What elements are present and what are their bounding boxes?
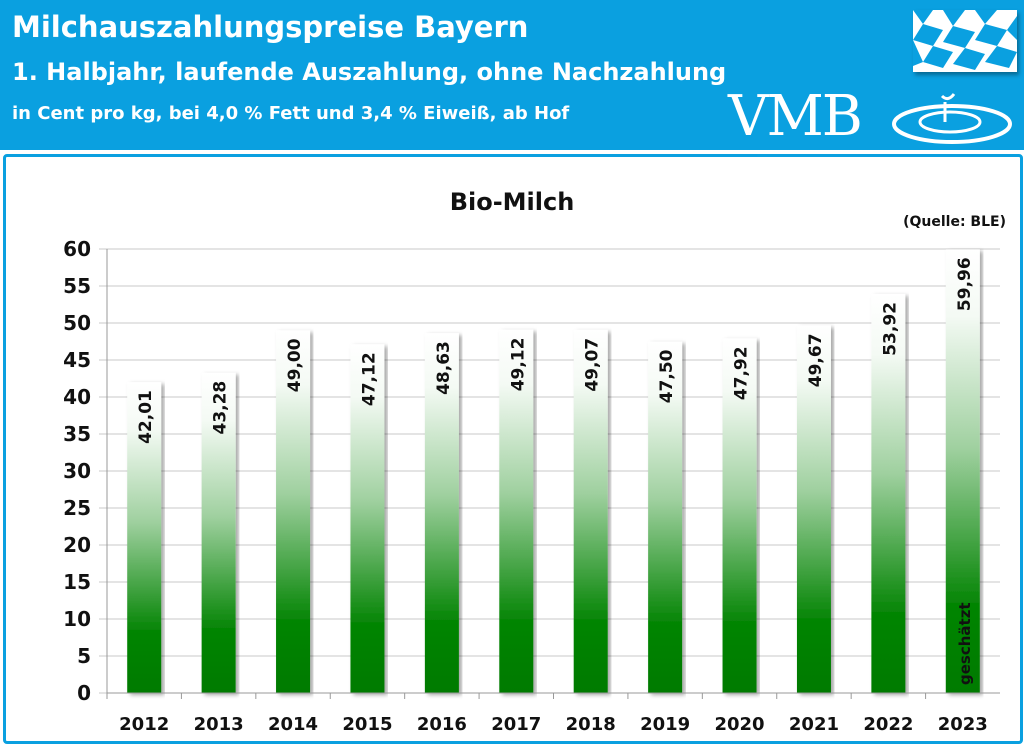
x-tick-label: 2012 bbox=[119, 714, 169, 735]
x-tick-label: 2013 bbox=[194, 714, 244, 735]
data-label: 49,00 bbox=[285, 338, 305, 392]
vmb-logo-icon bbox=[892, 93, 1012, 144]
y-tick-label: 60 bbox=[63, 237, 91, 261]
y-tick-label: 30 bbox=[63, 459, 91, 483]
data-label: 59,96 bbox=[955, 257, 975, 311]
x-tick-label: 2014 bbox=[268, 714, 318, 735]
x-tick-label: 2020 bbox=[714, 714, 764, 735]
x-tick-label: 2022 bbox=[863, 714, 913, 735]
x-tick-label: 2016 bbox=[417, 714, 467, 735]
y-tick-label: 35 bbox=[63, 422, 91, 446]
data-label: 49,67 bbox=[806, 333, 826, 387]
y-tick-label: 45 bbox=[63, 348, 91, 372]
data-label: 47,12 bbox=[359, 352, 379, 406]
x-tick-label: 2015 bbox=[342, 714, 392, 735]
bavarian-flag-icon bbox=[913, 10, 1017, 72]
x-tick-label: 2017 bbox=[491, 714, 541, 735]
bar bbox=[201, 372, 236, 693]
data-label: 47,50 bbox=[657, 349, 677, 403]
estimate-annotation: geschätzt bbox=[956, 602, 974, 685]
data-label: 49,07 bbox=[583, 338, 603, 392]
bar bbox=[276, 330, 311, 693]
header-banner: Milchauszahlungspreise Bayern 1. Halbjah… bbox=[0, 0, 1024, 150]
y-tick-label: 20 bbox=[63, 533, 91, 557]
header-unit-line: in Cent pro kg, bei 4,0 % Fett und 3,4 %… bbox=[12, 103, 570, 124]
chart-title: Bio-Milch bbox=[450, 188, 575, 216]
y-tick-label: 25 bbox=[63, 496, 91, 520]
data-label: 53,92 bbox=[880, 302, 900, 356]
data-label: 42,01 bbox=[136, 390, 156, 444]
bar bbox=[871, 293, 906, 693]
x-tick-label: 2023 bbox=[938, 714, 988, 735]
bar bbox=[127, 382, 162, 693]
bar bbox=[722, 338, 757, 693]
data-label: 43,28 bbox=[211, 381, 231, 435]
x-tick-label: 2019 bbox=[640, 714, 690, 735]
x-tick-label: 2018 bbox=[566, 714, 616, 735]
y-tick-label: 10 bbox=[63, 607, 91, 631]
header-title: Milchauszahlungspreise Bayern bbox=[12, 10, 529, 44]
header-subtitle: 1. Halbjahr, laufende Auszahlung, ohne N… bbox=[12, 58, 727, 86]
data-label: 48,63 bbox=[434, 341, 454, 395]
bar bbox=[424, 333, 459, 693]
bar bbox=[573, 329, 608, 693]
bar bbox=[350, 344, 385, 693]
vmb-logo: VMB bbox=[728, 84, 863, 149]
y-tick-label: 50 bbox=[63, 311, 91, 335]
y-tick-label: 55 bbox=[63, 274, 91, 298]
data-label: 49,12 bbox=[508, 338, 528, 392]
y-tick-label: 5 bbox=[77, 644, 91, 668]
x-tick-label: 2021 bbox=[789, 714, 839, 735]
chart-source: (Quelle: BLE) bbox=[903, 214, 1006, 230]
y-tick-label: 40 bbox=[63, 385, 91, 409]
y-tick-label: 15 bbox=[63, 570, 91, 594]
bar bbox=[945, 249, 980, 693]
y-tick-label: 0 bbox=[77, 681, 91, 705]
bar bbox=[648, 341, 683, 693]
data-label: 47,92 bbox=[732, 346, 752, 400]
bar bbox=[796, 325, 831, 693]
bar bbox=[499, 329, 534, 693]
